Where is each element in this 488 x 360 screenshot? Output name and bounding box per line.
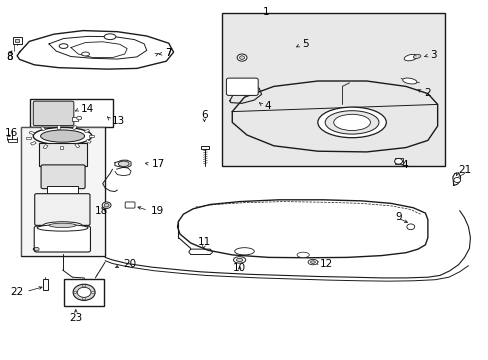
FancyBboxPatch shape xyxy=(226,78,258,95)
Circle shape xyxy=(74,291,77,293)
FancyBboxPatch shape xyxy=(13,37,21,44)
Text: 19: 19 xyxy=(150,206,163,216)
FancyBboxPatch shape xyxy=(41,165,85,189)
Bar xyxy=(29,131,35,135)
Ellipse shape xyxy=(41,130,84,142)
Text: 1: 1 xyxy=(263,6,269,17)
Circle shape xyxy=(406,224,414,230)
Ellipse shape xyxy=(333,114,370,130)
Circle shape xyxy=(82,285,85,287)
Ellipse shape xyxy=(33,127,92,145)
Ellipse shape xyxy=(234,248,254,255)
Text: 10: 10 xyxy=(233,263,245,273)
Ellipse shape xyxy=(49,223,76,228)
Bar xyxy=(57,125,60,129)
Text: 7: 7 xyxy=(165,48,172,58)
Circle shape xyxy=(82,298,85,300)
Text: 3: 3 xyxy=(429,50,436,60)
FancyBboxPatch shape xyxy=(201,146,209,149)
Circle shape xyxy=(34,247,39,251)
FancyBboxPatch shape xyxy=(8,139,17,142)
Text: 4: 4 xyxy=(264,101,270,111)
Bar xyxy=(75,144,80,148)
Bar xyxy=(20,127,104,256)
Bar xyxy=(89,135,94,137)
Text: 4: 4 xyxy=(400,159,407,170)
Text: 21: 21 xyxy=(458,165,471,175)
Ellipse shape xyxy=(81,52,89,56)
FancyBboxPatch shape xyxy=(47,186,78,194)
Circle shape xyxy=(453,177,460,183)
Text: 6: 6 xyxy=(201,110,207,120)
Text: 2: 2 xyxy=(424,88,430,98)
Text: 7: 7 xyxy=(165,48,172,58)
Ellipse shape xyxy=(43,222,82,229)
Text: 16: 16 xyxy=(5,128,18,138)
FancyBboxPatch shape xyxy=(394,158,402,164)
Ellipse shape xyxy=(404,54,416,61)
Ellipse shape xyxy=(102,202,111,208)
Circle shape xyxy=(237,54,246,61)
Bar xyxy=(72,126,77,130)
Text: 14: 14 xyxy=(81,104,94,114)
FancyBboxPatch shape xyxy=(33,101,74,126)
Circle shape xyxy=(394,158,402,164)
Ellipse shape xyxy=(37,225,88,231)
Ellipse shape xyxy=(73,284,95,300)
Ellipse shape xyxy=(307,259,317,265)
FancyBboxPatch shape xyxy=(39,143,86,166)
Bar xyxy=(30,99,113,127)
FancyBboxPatch shape xyxy=(72,117,78,121)
Text: 12: 12 xyxy=(320,258,333,269)
Text: 22: 22 xyxy=(10,287,23,297)
Bar xyxy=(20,127,104,256)
Bar xyxy=(85,140,91,143)
Ellipse shape xyxy=(77,287,91,297)
Text: 17: 17 xyxy=(151,159,164,169)
Bar xyxy=(43,145,48,149)
Bar xyxy=(84,129,90,133)
FancyBboxPatch shape xyxy=(35,194,90,225)
Bar xyxy=(63,279,103,306)
Ellipse shape xyxy=(412,55,420,58)
Bar xyxy=(41,127,45,131)
Text: 15: 15 xyxy=(40,243,53,253)
FancyBboxPatch shape xyxy=(34,226,90,252)
Text: 13: 13 xyxy=(111,116,124,126)
Ellipse shape xyxy=(402,78,416,84)
Bar xyxy=(222,13,444,166)
FancyBboxPatch shape xyxy=(15,39,19,42)
Ellipse shape xyxy=(104,34,116,40)
Text: 20: 20 xyxy=(123,258,136,269)
Ellipse shape xyxy=(233,257,245,263)
Text: 18: 18 xyxy=(95,206,108,216)
Ellipse shape xyxy=(118,161,129,166)
Ellipse shape xyxy=(104,203,109,207)
Text: 24: 24 xyxy=(74,294,87,305)
Bar xyxy=(60,146,63,149)
Text: 5: 5 xyxy=(302,39,308,49)
Text: 23: 23 xyxy=(69,312,82,323)
Ellipse shape xyxy=(325,111,378,134)
Circle shape xyxy=(77,116,81,120)
FancyBboxPatch shape xyxy=(42,279,48,290)
Circle shape xyxy=(239,56,244,59)
Bar xyxy=(30,141,36,145)
Circle shape xyxy=(91,291,94,293)
Text: 8: 8 xyxy=(6,51,13,62)
Text: 9: 9 xyxy=(394,212,401,222)
FancyBboxPatch shape xyxy=(125,202,135,208)
Ellipse shape xyxy=(310,261,315,264)
Ellipse shape xyxy=(317,107,386,138)
Ellipse shape xyxy=(59,44,68,48)
Text: 8: 8 xyxy=(6,51,13,62)
Bar xyxy=(26,137,31,139)
Ellipse shape xyxy=(296,252,309,258)
Text: 11: 11 xyxy=(197,237,211,247)
Ellipse shape xyxy=(236,258,242,261)
